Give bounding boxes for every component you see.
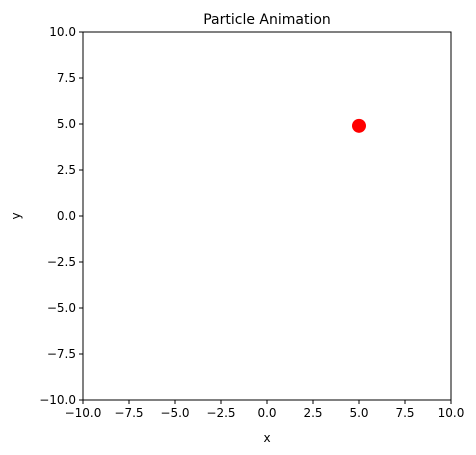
particle-point	[352, 118, 366, 133]
y-tick-label: 10.0	[49, 25, 76, 39]
plot-frame	[82, 31, 452, 401]
x-tick-label: 10.0	[438, 406, 465, 420]
x-tick-label: 5.0	[349, 406, 368, 420]
x-axis: −10.0 −7.5 −5.0 −2.5 0.0 2.5 5.0 7.5 10.0	[65, 400, 465, 420]
y-tick-label: −5.0	[47, 301, 76, 315]
y-axis-label: y	[9, 212, 23, 219]
x-tick-label: 7.5	[395, 406, 414, 420]
y-tick-label: 2.5	[57, 163, 76, 177]
y-tick-label: 5.0	[57, 117, 76, 131]
data-points	[352, 118, 366, 133]
x-tick-label: −10.0	[65, 406, 102, 420]
chart-title: Particle Animation	[203, 12, 331, 28]
x-tick-label: −5.0	[160, 406, 189, 420]
y-axis: −10.0 −7.5 −5.0 −2.5 0.0 2.5 5.0 7.5 10.0	[39, 25, 83, 407]
y-tick-label: 7.5	[57, 71, 76, 85]
y-tick-label: 0.0	[57, 209, 76, 223]
y-tick-label: −2.5	[47, 255, 76, 269]
y-tick-label: −7.5	[47, 347, 76, 361]
x-tick-label: −7.5	[114, 406, 143, 420]
x-tick-label: −2.5	[206, 406, 235, 420]
x-axis-label: x	[263, 431, 270, 445]
x-tick-label: 0.0	[257, 406, 276, 420]
plot-area	[82, 31, 452, 401]
x-tick-label: 2.5	[303, 406, 322, 420]
y-tick-label: −10.0	[39, 393, 76, 407]
